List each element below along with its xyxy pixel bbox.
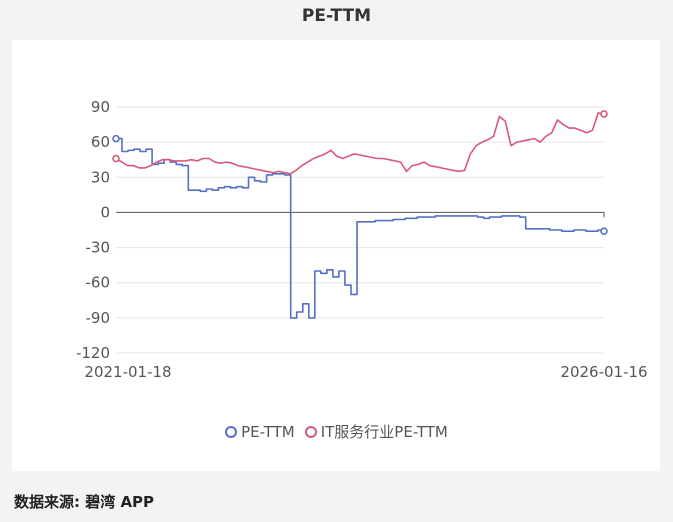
source-note: 数据来源: 碧湾 APP: [14, 493, 155, 511]
x-tick-label-end: 2026-01-16: [560, 363, 647, 381]
legend-item-0[interactable]: PE-TTM: [225, 423, 295, 441]
legend-item-1[interactable]: IT服务行业PE-TTM: [304, 421, 448, 442]
x-tick-label-start: 2021-01-18: [84, 363, 171, 381]
y-tick-label: 90: [91, 98, 110, 116]
legend-label: PE-TTM: [241, 422, 295, 441]
y-tick-label: -30: [86, 239, 111, 257]
series-line-1: [115, 112, 605, 175]
series-0-end-point: [600, 227, 608, 235]
series-1-start-point: [112, 154, 120, 163]
chart-legend: PE-TTM IT服务行业PE-TTM: [0, 421, 673, 442]
legend-label: IT服务行业PE-TTM: [320, 423, 448, 441]
legend-circle-icon: [304, 425, 317, 438]
legend-circle-icon: [225, 425, 238, 438]
chart-panel: 90 60 30 0 -30 -60 -90 -120 2021-01-18 2026-01-16: [12, 40, 660, 471]
series-line-0: [116, 137, 605, 319]
series-0-start-point: [112, 134, 120, 143]
y-tick-label: -120: [76, 344, 110, 362]
y-tick-label: 0: [100, 203, 110, 221]
y-tick-label: -60: [86, 274, 111, 292]
y-tick-label: 60: [91, 133, 110, 151]
y-tick-label: -90: [86, 309, 111, 327]
y-tick-label: 30: [91, 168, 110, 186]
chart-title: PE-TTM: [301, 6, 372, 26]
series-1-end-point: [600, 110, 608, 118]
